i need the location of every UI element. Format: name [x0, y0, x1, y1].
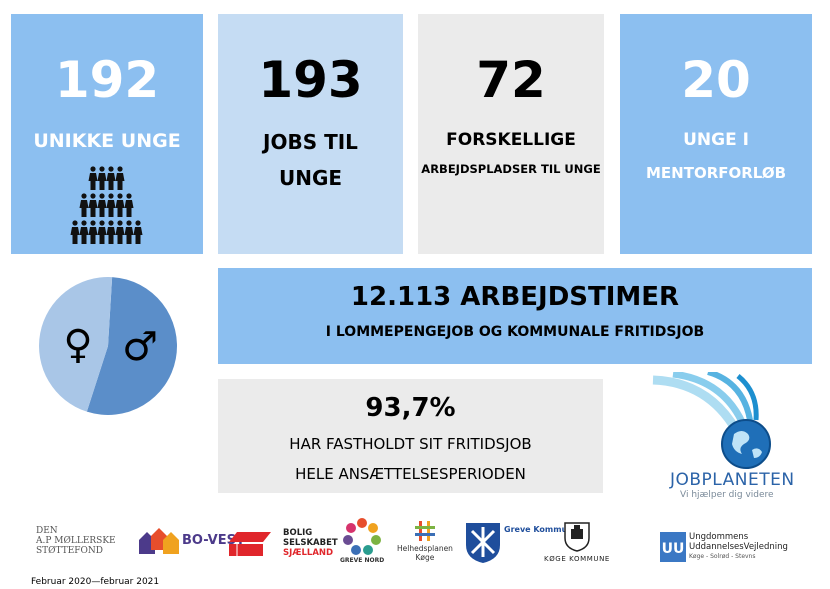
bolig-line1: BOLIG [283, 528, 313, 538]
apm-fond-logo: DEN A.P MØLLERSKE STØTTEFOND [36, 526, 116, 556]
greve-nord-text: GREVE NORD [340, 557, 385, 564]
greve-nord-ring-icon [343, 518, 382, 555]
jobplaneten-logo: JOBPLANETEN Vi hjælper dig videre [648, 372, 798, 502]
helhedsplanen-koge-logo: Helhedsplanen Køge [397, 520, 453, 562]
period-footer: Februar 2020—februar 2021 [31, 577, 160, 587]
hours-subtitle: I LOMMEPENGEJOB OG KOMMUNALE FRITIDSJOB [325, 324, 705, 340]
stat-label: UNIKKE UNGE [33, 130, 181, 152]
gender-pie-chart: ♀ ♂ [39, 277, 178, 415]
bo-vest-houses-icon [139, 528, 179, 554]
greve-nord-logo: GREVE NORD [340, 517, 384, 564]
uu-line2: UddannelsesVejledning [689, 542, 788, 552]
greve-text: Greve Kommune [504, 525, 579, 534]
svg-text:UU: UU [662, 541, 685, 557]
apm-line3: STØTTEFOND [36, 546, 104, 556]
bo-vest-logo: BO-VEST [139, 526, 245, 554]
male-symbol: ♂ [122, 324, 158, 370]
stat-tile-unique-youth: 192 UNIKKE UNGE [11, 14, 203, 254]
greve-kommune-logo: Greve Kommune [466, 523, 578, 563]
people-pyramid-icon [70, 166, 143, 244]
uu-icon: UU [660, 532, 686, 562]
retention-box: 93,7% HAR FASTHOLDT SIT FRITIDSJOB HELE … [218, 379, 603, 493]
pie-slice-male [86, 277, 178, 415]
hours-title: 12.113 ARBEJDSTIMER [350, 282, 680, 312]
retention-line1: HAR FASTHOLDT SIT FRITIDSJOB [289, 435, 532, 453]
koge-text: KØGE KOMMUNE [544, 555, 610, 563]
retention-line2: HELE ANSÆTTELSESPERIODEN [295, 465, 526, 483]
jobplaneten-tagline: Vi hjælper dig videre [680, 490, 774, 500]
stat-label-2: MENTORFORLØB [645, 164, 787, 182]
bo-vest-text: BO-VEST [182, 532, 245, 548]
work-hours-banner: 12.113 ARBEJDSTIMER I LOMMEPENGEJOB OG K… [218, 268, 812, 364]
uu-koge-logo: UU Ungdommens UddannelsesVejledning Køge… [660, 532, 788, 562]
uu-line3: Køge - Solrød - Stevns [689, 553, 756, 560]
stat-tile-workplaces: 72 FORSKELLIGE ARBEJDSPLADSER TIL UNGE [418, 14, 604, 254]
greve-shield-icon [466, 523, 500, 563]
apm-line2: A.P MØLLERSKE [36, 536, 116, 546]
globe-swoosh-icon [652, 372, 771, 469]
stat-number: 193 [258, 51, 363, 109]
retention-percent: 93,7% [365, 393, 456, 423]
helhed-line1: Helhedsplanen [397, 544, 453, 553]
koge-kommune-logo: KØGE KOMMUNE [544, 522, 610, 563]
female-symbol: ♀ [63, 322, 92, 368]
bolig-line3: SJÆLLAND [283, 548, 334, 558]
stat-label-2: ARBEJDSPLADSER TIL UNGE [421, 162, 601, 176]
boligselskabet-sjaelland-logo: BOLIG SELSKABET SJÆLLAND [283, 528, 338, 558]
stat-number: 72 [476, 51, 546, 109]
stat-label: JOBS TIL [263, 130, 358, 154]
red-roof-logo [229, 532, 271, 556]
stat-number: 20 [681, 51, 751, 109]
koge-crest-icon [564, 522, 590, 552]
hashtag-icon [414, 521, 435, 541]
uu-line1: Ungdommens [689, 532, 749, 542]
pie-slice-female [39, 277, 113, 412]
stat-label: FORSKELLIGE [446, 130, 576, 150]
stat-label-2: UNGE [278, 166, 343, 190]
stat-number: 192 [54, 51, 160, 109]
helhed-line2: Køge [415, 553, 435, 562]
apm-line1: DEN [36, 526, 58, 536]
jobplaneten-name: JOBPLANETEN [670, 470, 795, 490]
bolig-line2: SELSKABET [283, 538, 338, 548]
stat-label: UNGE I [683, 130, 749, 150]
stat-tile-mentoring: 20 UNGE I MENTORFORLØB [620, 14, 812, 254]
stat-tile-jobs: 193 JOBS TIL UNGE [218, 14, 403, 254]
